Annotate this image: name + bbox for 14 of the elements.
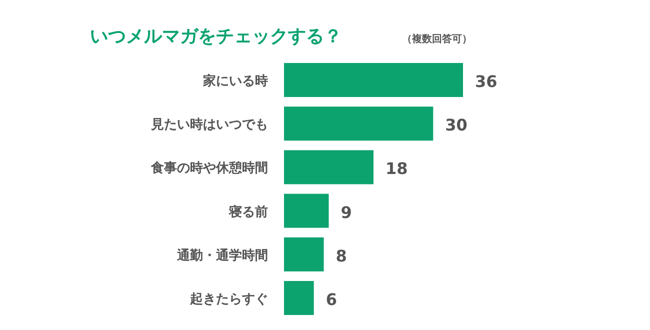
data-label: 9 <box>340 202 352 222</box>
data-label: 18 <box>386 159 408 178</box>
category-label: 家にいる時 <box>203 74 268 89</box>
category-label: 見たい時はいつでも <box>151 118 268 133</box>
title: いつメルマガをチェックする？ <box>90 26 342 47</box>
subtitle: （複数回答可） <box>402 34 472 45</box>
category-label: 通勤・通学時間 <box>177 248 268 264</box>
category-label: 食事の時や休憩時間 <box>151 161 268 176</box>
category-label: 起きたらすぐ <box>190 292 268 307</box>
category-label: 寝る前 <box>229 204 268 220</box>
data-label: 8 <box>336 246 347 266</box>
data-label: 6 <box>326 290 337 309</box>
data-label: 30 <box>445 116 468 135</box>
data-label: 36 <box>475 72 498 91</box>
